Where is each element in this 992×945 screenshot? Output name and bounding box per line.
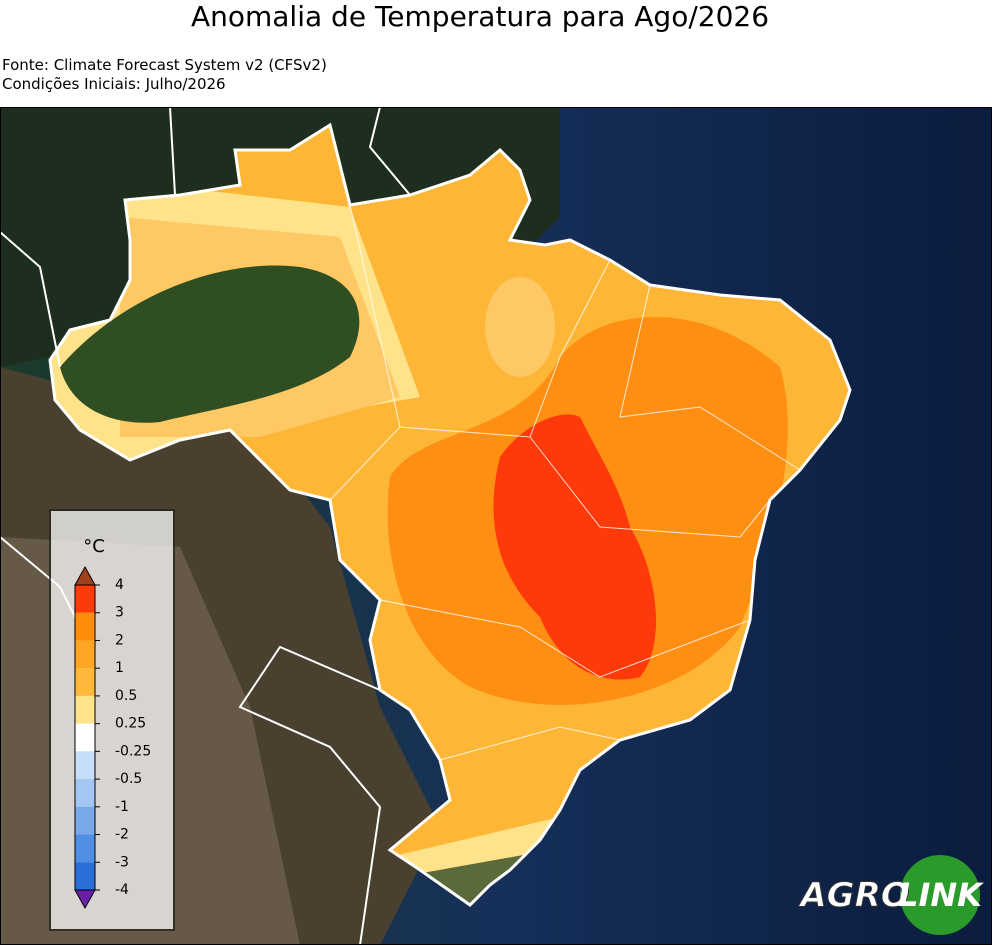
colorbar-outline (74, 584, 96, 891)
colorbar-tick-label: -0.5 (115, 771, 142, 787)
state-borders (329, 204, 801, 761)
colorbar-tick-label: 0.5 (115, 688, 137, 704)
colorbar-segment (75, 806, 95, 835)
colorbar-segment (75, 723, 95, 752)
zone (485, 277, 555, 377)
zone (60, 265, 360, 423)
colorbar-tick-label: 0.25 (115, 716, 146, 732)
colorbar-tick-label: 2 (115, 632, 124, 648)
colorbar-segment (75, 834, 95, 863)
colorbar-tick-label: 1 (115, 660, 124, 676)
source: Fonte: Climate Forecast System v2 (CFSv2… (2, 56, 327, 74)
colorbar-tick-label: -4 (115, 882, 129, 898)
logo-left: AGRO (797, 876, 909, 916)
logo-circle (900, 855, 980, 935)
zone (493, 414, 657, 680)
colorbar-segment (75, 612, 95, 641)
colorbar-segment (75, 751, 95, 780)
map: °C 4 3 2 1 0.5 0.25 -0.25 -0.5 -1 -2 -3 -4 AGRO LIN… (0, 107, 992, 945)
colorbar-tick-label: -3 (115, 854, 129, 870)
colorbar-unit: °C (83, 536, 105, 557)
logo-right: LINK (898, 876, 984, 914)
title: Anomalia de Temperatura para Ago/2026 (190, 0, 770, 33)
colorbar-segment (75, 640, 95, 669)
colorbar-tick-label: -0.25 (115, 743, 151, 759)
colorbar-tick-label: -2 (115, 827, 129, 843)
colorbar-segment (75, 779, 95, 807)
logo: AGRO LINK (797, 855, 984, 935)
colorbar-tick-label: -1 (115, 799, 129, 815)
colorbar-segment (75, 862, 95, 890)
colorbar-segment (75, 695, 95, 724)
colorbar-tick-label: 3 (115, 605, 124, 621)
colorbar-box (49, 509, 175, 931)
colorbar-segment (75, 668, 95, 696)
colorbar: °C 4 3 2 1 0.5 0.25 -0.25 -0.5 -1 -2 -3 -4 (49, 509, 175, 931)
colorbar-segment (75, 585, 95, 613)
colorbar-tick-label: 4 (115, 577, 124, 593)
initial-conditions: Condições Iniciais: Julho/2026 (2, 75, 226, 93)
